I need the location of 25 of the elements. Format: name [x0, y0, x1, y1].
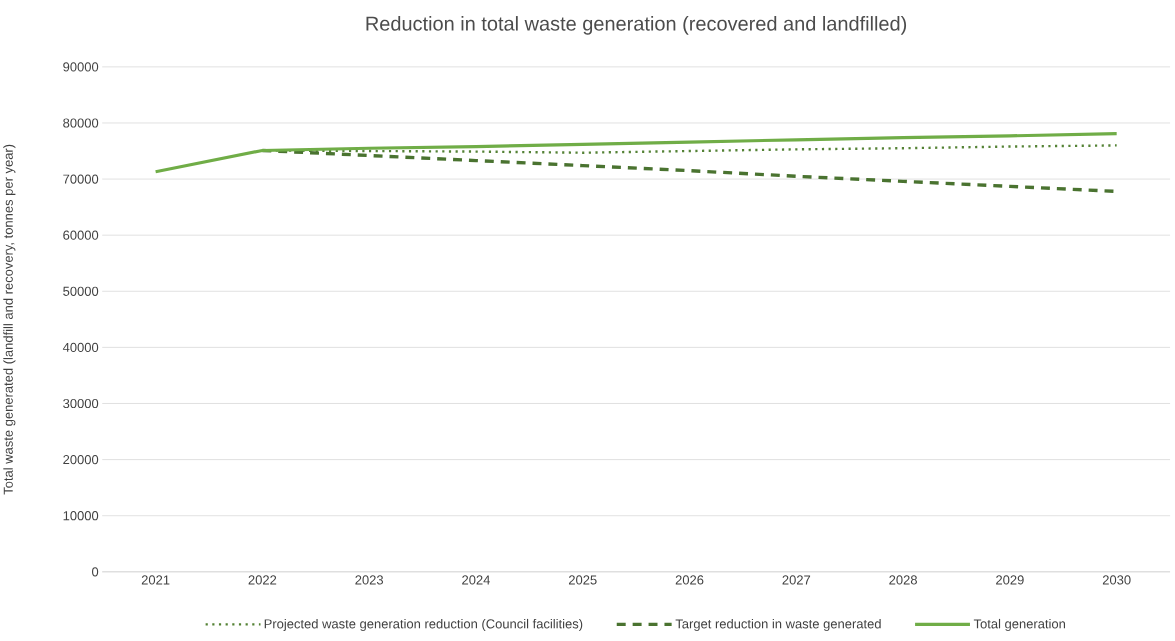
y-tick-label: 60000: [63, 230, 99, 240]
x-tick-label: 2023: [355, 575, 384, 585]
y-tick-label: 40000: [62, 342, 99, 353]
y-tick-label: 20000: [63, 455, 99, 465]
legend-label: Total generation: [973, 619, 1066, 632]
y-tick-label: 90000: [63, 62, 99, 72]
x-tick-label: 2024: [462, 575, 490, 585]
y-axis-title: Total waste generated (landfill and recovery, tonnes per year): [3, 144, 16, 495]
y-tick-label: 80000: [63, 118, 99, 128]
y-tick-label: 70000: [63, 174, 99, 184]
x-tick-label: 2022: [248, 575, 277, 585]
x-tick-label: 2026: [675, 575, 704, 585]
x-tick-label: 2030: [1102, 575, 1131, 585]
x-tick-label: 2025: [568, 575, 597, 585]
y-tick-label: 30000: [63, 399, 99, 409]
x-tick-label: 2021: [141, 575, 170, 585]
legend-label: Projected waste generation reduction (Council facilities): [264, 619, 583, 632]
y-tick-label: 10000: [63, 511, 99, 521]
legend-label: Target reduction in waste generated: [675, 619, 881, 632]
x-tick-label: 2027: [782, 575, 811, 585]
x-tick-label: 2028: [889, 575, 917, 585]
x-tick-label: 2029: [996, 575, 1024, 585]
y-tick-label: 0: [92, 567, 99, 577]
y-tick-label: 50000: [63, 286, 99, 297]
chart-title: Reduction in total waste generation (recovered and landfilled): [366, 16, 907, 35]
